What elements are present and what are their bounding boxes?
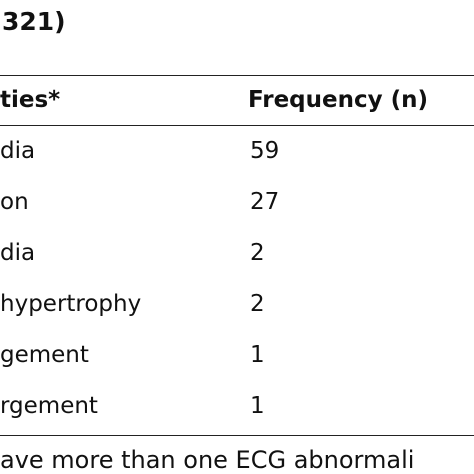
frequency-cell: 1	[250, 393, 265, 419]
header-rule	[0, 125, 474, 126]
abnormality-cell: gement	[0, 342, 89, 368]
frequency-cell: 59	[250, 138, 280, 164]
header-cell: Frequency (n)	[248, 87, 429, 113]
abnormality-cell: rgement	[0, 393, 98, 419]
abnormality-cell: dia	[0, 138, 36, 164]
top-rule	[0, 75, 474, 76]
frequency-cell: 27	[250, 189, 280, 215]
frequency-cell: 2	[250, 240, 265, 266]
abnormality-cell: on	[0, 189, 29, 215]
footnote: ave more than one ECG abnormali	[0, 446, 415, 474]
frequency-cell: 1	[250, 342, 265, 368]
bottom-rule	[0, 435, 474, 436]
frequency-cell: 2	[250, 291, 265, 317]
abnormality-cell: hypertrophy	[0, 291, 142, 317]
table-title: 321)	[2, 7, 66, 36]
abnormality-cell: dia	[0, 240, 36, 266]
header-cell: ties*	[0, 87, 61, 113]
